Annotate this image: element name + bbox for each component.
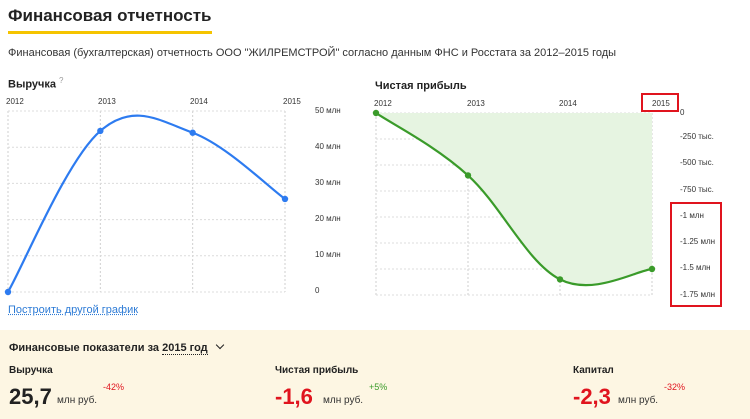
kpi-revenue-unit: млн руб.: [57, 395, 98, 406]
profit-point: [464, 172, 472, 179]
revenue-y-label: 40 млн: [315, 142, 341, 151]
page-title: Финансовая отчетность: [8, 6, 212, 34]
profit-y-label: -250 тыс.: [680, 132, 714, 141]
revenue-chart-title: Выручка?: [8, 76, 64, 91]
profit-y-label: -500 тыс.: [680, 158, 714, 167]
revenue-point: [281, 195, 289, 203]
highlight-box-y-scale: [670, 202, 722, 307]
kpi-capital-change: -32%: [664, 382, 686, 392]
charts-canvas: [4, 109, 656, 296]
kpi-revenue-label: Выручка: [9, 365, 53, 376]
profit-y-label: -1.75 млн: [680, 290, 716, 299]
kpi-revenue-change: -42%: [103, 382, 125, 392]
profit-chart-title: Чистая прибыль: [375, 80, 467, 92]
profit-point: [372, 109, 380, 117]
revenue-y-label: 50 млн: [315, 106, 341, 115]
kpi-profit-unit: млн руб.: [323, 395, 364, 406]
revenue-line: [7, 114, 286, 293]
highlight-box-2015: [641, 93, 679, 112]
profit-point: [556, 276, 564, 283]
revenue-y-label: 10 млн: [315, 250, 341, 259]
kpi-profit-label: Чистая прибыль: [275, 365, 359, 376]
kpi-capital-value: -2,3: [573, 384, 611, 409]
revenue-point: [97, 127, 104, 135]
revenue-y-label: 0: [315, 286, 320, 295]
revenue-x-label: 2014: [190, 97, 208, 106]
profit-point: [648, 265, 656, 273]
profit-y-label: -750 тыс.: [680, 185, 714, 194]
help-icon[interactable]: ?: [59, 76, 64, 85]
profit-x-label: 2013: [467, 99, 485, 108]
chevron-down-icon[interactable]: [215, 340, 224, 350]
page-subtitle: Финансовая (бухгалтерская) отчетность ОО…: [8, 47, 617, 59]
kpi-capital-unit: млн руб.: [618, 395, 659, 406]
year-selector[interactable]: 2015 год: [162, 342, 208, 355]
profit-y-label: -1.25 млн: [680, 237, 716, 246]
kpi-profit-change: +5%: [369, 382, 388, 392]
profit-x-label: 2012: [374, 99, 392, 108]
section-header: Финансовая отчетность: [8, 6, 212, 34]
revenue-x-label: 2012: [6, 97, 24, 106]
revenue-x-label: 2015: [283, 97, 301, 106]
revenue-point: [4, 288, 12, 296]
financial-indicators-heading-text: Финансовые показатели за: [9, 342, 160, 354]
profit-line: [375, 112, 653, 287]
kpi-profit-value: -1,6: [275, 384, 313, 409]
financial-indicators-panel: Финансовые показатели за 2015 год Выручк…: [0, 330, 750, 419]
kpi-revenue-value: 25,7: [9, 384, 52, 409]
profit-y-label: -1.5 млн: [680, 263, 711, 272]
revenue-y-label: 20 млн: [315, 214, 341, 223]
kpi-capital-label: Капитал: [573, 365, 614, 376]
build-other-chart-link[interactable]: Построить другой график: [8, 304, 139, 316]
profit-y-label: 0: [680, 108, 685, 117]
profit-y-label: -1 млн: [680, 211, 704, 220]
financial-indicators-heading: Финансовые показатели за 2015 год: [9, 340, 224, 355]
profit-x-label: 2015: [652, 99, 670, 108]
profit-x-label: 2014: [559, 99, 577, 108]
revenue-point: [189, 129, 196, 136]
revenue-x-label: 2013: [98, 97, 116, 106]
revenue-chart-title-text: Выручка: [8, 78, 57, 91]
revenue-y-label: 30 млн: [315, 178, 341, 187]
